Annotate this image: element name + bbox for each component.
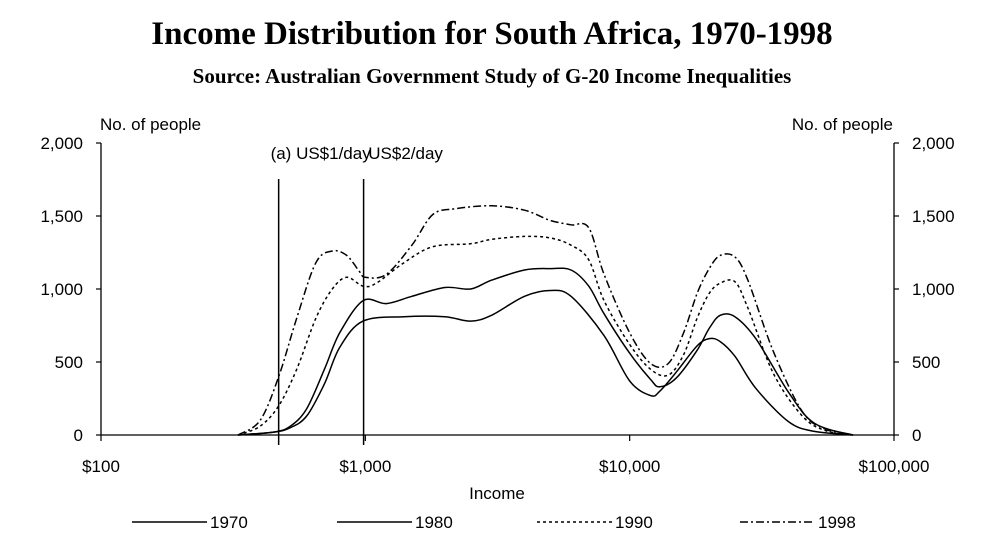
y-tick-label-right: 0 (912, 426, 921, 445)
reference-line-label: (a) US$1/day (271, 144, 372, 163)
series-line-1980 (238, 267, 854, 436)
y-tick-label-right: 1,000 (912, 280, 955, 299)
legend-label-1998: 1998 (818, 513, 856, 532)
legend: 1970 1980 1990 1998 (132, 513, 856, 532)
y-tick-label-right: 1,500 (912, 207, 955, 226)
x-axis-title: Income (469, 484, 525, 503)
series-line-1990 (237, 235, 854, 436)
y-tick-label-left: 0 (74, 426, 83, 445)
series-line-1970 (238, 289, 854, 436)
right-axis-title: No. of people (792, 115, 893, 134)
chart-subtitle: Source: Australian Government Study of G… (192, 64, 792, 88)
legend-label-1990: 1990 (615, 513, 653, 532)
y-tick-label-left: 1,500 (40, 207, 83, 226)
y-tick-label-left: 2,000 (40, 134, 83, 153)
y-tick-label-right: 500 (912, 353, 940, 372)
y-tick-label-left: 1,000 (40, 280, 83, 299)
legend-label-1980: 1980 (415, 513, 453, 532)
left-axis-title: No. of people (100, 115, 201, 134)
x-tick-label: $100 (82, 457, 120, 476)
series-lines (237, 205, 854, 436)
x-tick-label: $1,000 (339, 457, 391, 476)
series-line-1998 (237, 205, 854, 436)
y-tick-label-right: 2,000 (912, 134, 955, 153)
x-tick-label: $10,000 (599, 457, 660, 476)
legend-label-1970: 1970 (210, 513, 248, 532)
x-tick-label: $100,000 (859, 457, 930, 476)
reference-line-label: US$2/day (368, 144, 443, 163)
y-tick-label-left: 500 (55, 353, 83, 372)
axes: 0 0 500 500 1,000 1,000 1,500 1,500 2,000 2,000 $1… (40, 134, 954, 476)
chart-title: Income Distribution for South Africa, 19… (151, 16, 833, 52)
